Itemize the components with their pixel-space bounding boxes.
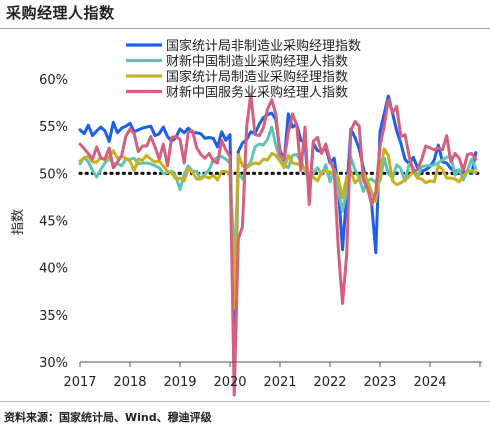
series-line-3 <box>78 147 478 310</box>
y-axis-label: 指数 <box>11 209 26 235</box>
x-tick-label: 2020 <box>213 375 246 390</box>
x-tick-label: 2019 <box>163 375 196 390</box>
footer-divider <box>0 401 490 402</box>
source-note: 资料来源：国家统计局、Wind、穆迪评级 <box>4 411 212 424</box>
x-tick-label: 2018 <box>113 375 146 390</box>
y-tick-label: 30% <box>39 356 68 371</box>
legend-layer: 国家统计局非制造业采购经理指数财新中国制造业采购经理人指数国家统计局制造业采购经… <box>126 38 361 101</box>
x-tick-label: 2024 <box>413 375 446 390</box>
legend-label: 国家统计局非制造业采购经理指数 <box>166 38 361 54</box>
x-tick-label: 2021 <box>263 375 296 390</box>
axis-layer: 60% 55% 50% 45% 40% 35% 30% 指数 2017 2018 2019 2020 2… <box>11 73 482 390</box>
x-tick-label: 2023 <box>363 375 396 390</box>
y-tick-label: 50% <box>39 167 68 182</box>
series-layer <box>78 92 478 397</box>
y-tick-label: 45% <box>39 215 68 230</box>
title-divider <box>0 28 490 29</box>
y-tick-label: 35% <box>39 309 68 324</box>
series-line-4 <box>78 92 478 397</box>
legend-label: 财新中国服务业采购经理人指数 <box>166 85 348 101</box>
line-chart: 60% 55% 50% 45% 40% 35% 30% 指数 2017 2018 2019 2020 2… <box>11 38 484 397</box>
legend-label: 财新中国制造业采购经理人指数 <box>166 54 348 70</box>
legend-label: 国家统计局制造业采购经理指数 <box>166 69 348 85</box>
x-tick-label: 2022 <box>313 375 346 390</box>
y-tick-label: 55% <box>39 120 68 135</box>
chart-title: 采购经理人指数 <box>6 4 115 22</box>
y-tick-label: 40% <box>39 262 68 277</box>
x-tick-label: 2017 <box>63 375 96 390</box>
y-tick-label: 60% <box>39 73 68 88</box>
